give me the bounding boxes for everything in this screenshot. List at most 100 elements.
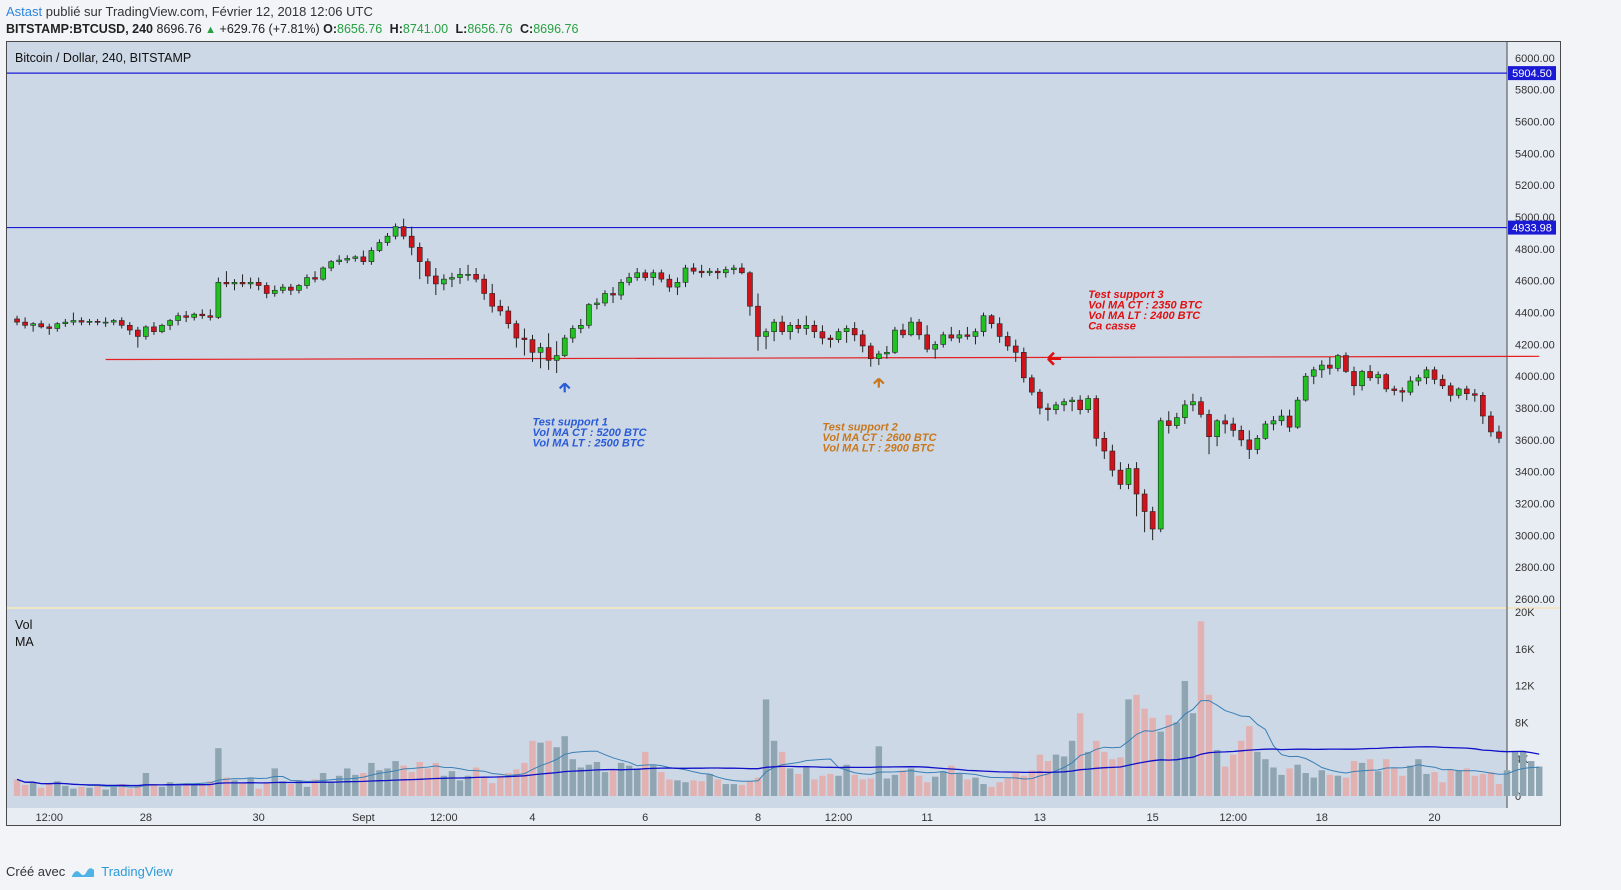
candle — [304, 274, 310, 289]
candle — [1165, 411, 1172, 434]
volume-bar — [1463, 768, 1470, 796]
candle — [1020, 347, 1027, 383]
candle-body — [1262, 423, 1269, 439]
volume-bar — [1536, 766, 1543, 796]
volume-bar — [400, 765, 407, 796]
candle — [1141, 489, 1148, 533]
candle-body — [916, 321, 922, 336]
volume-bar — [1028, 770, 1036, 796]
volume-bar — [1326, 774, 1334, 796]
candle-body — [239, 282, 246, 285]
created-with-label: Créé avec — [6, 864, 66, 879]
volume-bar — [803, 767, 810, 796]
candle-body — [545, 347, 552, 361]
candle-body — [183, 315, 189, 318]
volume-bar — [1382, 759, 1390, 796]
time-tick-label: 12:00 — [35, 812, 63, 824]
volume-bar — [980, 784, 987, 796]
candle-body — [352, 256, 359, 259]
volume-bar — [1076, 713, 1084, 796]
time-tick-label: 28 — [140, 812, 152, 824]
close-label: C: — [520, 22, 534, 36]
candle — [690, 263, 697, 275]
price-tick-label: 2600.00 — [1515, 594, 1555, 606]
annotation-text: Vol MA LT : 2500 BTC — [532, 438, 645, 450]
volume-bar — [706, 773, 713, 796]
volume-bar — [126, 788, 134, 796]
volume-bar — [287, 784, 295, 796]
candle — [199, 309, 206, 319]
volume-bar — [746, 781, 754, 796]
volume-bar — [424, 768, 432, 796]
candle-body — [360, 256, 367, 262]
price-axis-background — [1507, 42, 1560, 808]
volume-bar — [956, 773, 963, 796]
candle — [143, 325, 149, 340]
candle — [843, 325, 850, 343]
volume-bar — [722, 784, 730, 796]
symbol-name[interactable]: BITSTAMP:BTCUSD, 240 — [6, 22, 154, 36]
volume-bar — [1020, 775, 1028, 796]
candle-body — [368, 250, 375, 262]
candle — [1318, 360, 1325, 378]
candle — [38, 320, 44, 329]
candle-body — [561, 337, 568, 356]
volume-bar — [118, 784, 125, 796]
support-line — [105, 355, 1540, 361]
candle — [602, 290, 608, 307]
tradingview-brand-link[interactable]: TradingView — [101, 864, 173, 879]
volume-bar — [223, 777, 230, 796]
volume-bar — [352, 774, 359, 796]
price-level-badge — [1508, 66, 1556, 81]
candle-body — [1463, 388, 1470, 395]
candle — [70, 312, 77, 326]
candle — [561, 334, 568, 358]
candle-body — [827, 337, 834, 340]
volume-bar — [1125, 699, 1132, 796]
candle — [110, 318, 117, 326]
candle — [54, 322, 61, 332]
volume-bar — [1060, 756, 1068, 796]
candle-body — [642, 272, 649, 278]
volume-bar — [827, 773, 834, 796]
candle-body — [54, 323, 61, 329]
volume-bar — [1278, 774, 1285, 796]
candle-body — [1496, 431, 1502, 439]
candle-body — [1004, 336, 1011, 347]
candle-body — [1037, 391, 1043, 409]
candle — [1125, 463, 1132, 490]
volume-bar — [215, 748, 222, 796]
volume-bar — [601, 772, 609, 796]
volume-bar — [593, 761, 601, 796]
candle — [980, 312, 987, 337]
candle — [344, 255, 351, 264]
candle-body — [1415, 377, 1422, 382]
candle — [650, 269, 657, 286]
volume-bar — [1318, 770, 1326, 796]
volume-bar — [408, 772, 415, 796]
tradingview-logo-icon[interactable] — [71, 866, 95, 878]
candle — [1310, 366, 1317, 385]
volume-bar — [795, 773, 802, 796]
candle — [288, 283, 294, 296]
volume-bar — [1205, 694, 1213, 796]
candle — [118, 317, 125, 329]
candle-body — [1109, 450, 1116, 471]
candle — [642, 269, 649, 281]
candle-body — [424, 261, 431, 277]
candle — [1335, 353, 1341, 372]
volume-bar — [110, 786, 117, 796]
volume-bar — [1527, 761, 1535, 796]
time-tick-label: 12:00 — [825, 812, 853, 824]
time-tick-label: 18 — [1316, 812, 1328, 824]
volume-bar — [730, 784, 738, 796]
candle — [1109, 444, 1116, 477]
candle — [1133, 462, 1140, 517]
candle-body — [1447, 385, 1454, 396]
candle-body — [1488, 415, 1494, 433]
candle — [22, 317, 28, 329]
author-link[interactable]: Astast — [6, 4, 43, 19]
candle-body — [1165, 420, 1172, 426]
candle-body — [86, 321, 93, 323]
price-chart[interactable]: Bitcoin / Dollar, 240, BITSTAMP 6000.00 58… — [0, 0, 1621, 860]
